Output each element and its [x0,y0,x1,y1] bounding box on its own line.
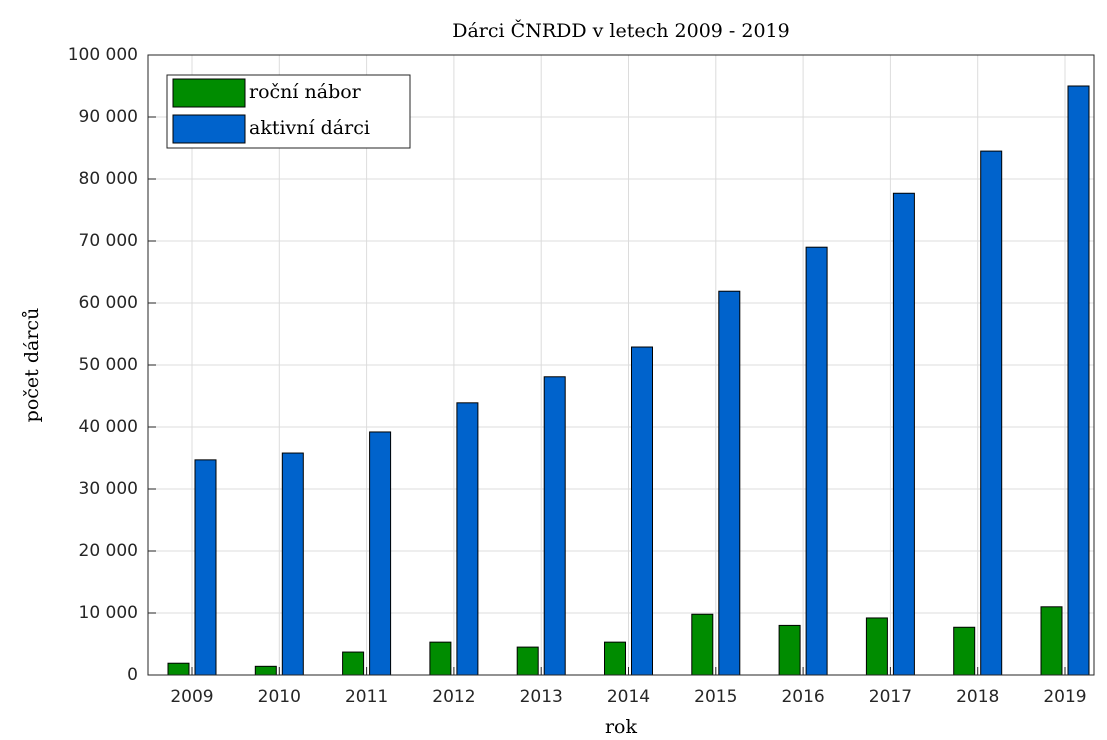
bar [543,376,566,676]
bar [980,150,1003,676]
legend-swatch [172,114,246,144]
y-tick-label: 90 000 [79,107,138,127]
plot-frame [147,54,1095,676]
bar [892,192,915,676]
x-tick-label: 2017 [869,687,912,707]
x-tick-label: 2012 [432,687,475,707]
legend-label: aktivní dárci [249,117,370,139]
x-tick-label: 2011 [345,687,388,707]
y-tick-label: 50 000 [79,355,138,375]
legend-label: roční nábor [249,81,362,103]
bar [342,651,365,676]
bar [516,646,539,676]
bar [718,290,741,676]
y-tick-label: 40 000 [79,417,138,437]
bar [865,617,888,676]
legend-swatch [172,78,246,108]
y-tick-label: 0 [127,665,138,685]
bar [167,662,190,676]
y-tick-label: 20 000 [79,541,138,561]
bar [604,641,626,676]
bar [778,624,801,676]
bar [1040,606,1063,676]
x-tick-label: 2014 [607,687,650,707]
chart-title: Dárci ČNRDD v letech 2009 - 2019 [452,19,789,42]
x-tick-label: 2015 [694,687,737,707]
x-tick-label: 2016 [781,687,824,707]
bar [805,246,828,676]
bar [1067,85,1090,676]
bar [691,613,714,676]
bar [456,402,479,676]
y-axis-label: počet dárců [21,308,43,423]
y-tick-label: 70 000 [79,231,138,251]
y-tick-label: 100 000 [68,45,138,65]
bar [369,431,392,676]
bar [281,452,304,676]
bar [194,459,217,676]
x-tick-label: 2009 [170,687,213,707]
y-tick-label: 60 000 [79,293,138,313]
bar [429,641,452,676]
y-tick-label: 30 000 [79,479,138,499]
bar [254,665,277,676]
bar [953,626,976,676]
x-tick-label: 2013 [520,687,563,707]
x-tick-label: 2010 [258,687,301,707]
x-axis-label: rok [605,716,638,738]
bar [631,346,653,676]
x-tick-label: 2018 [956,687,999,707]
y-tick-label: 10 000 [79,603,138,623]
x-tick-label: 2019 [1043,687,1086,707]
y-tick-label: 80 000 [79,169,138,189]
